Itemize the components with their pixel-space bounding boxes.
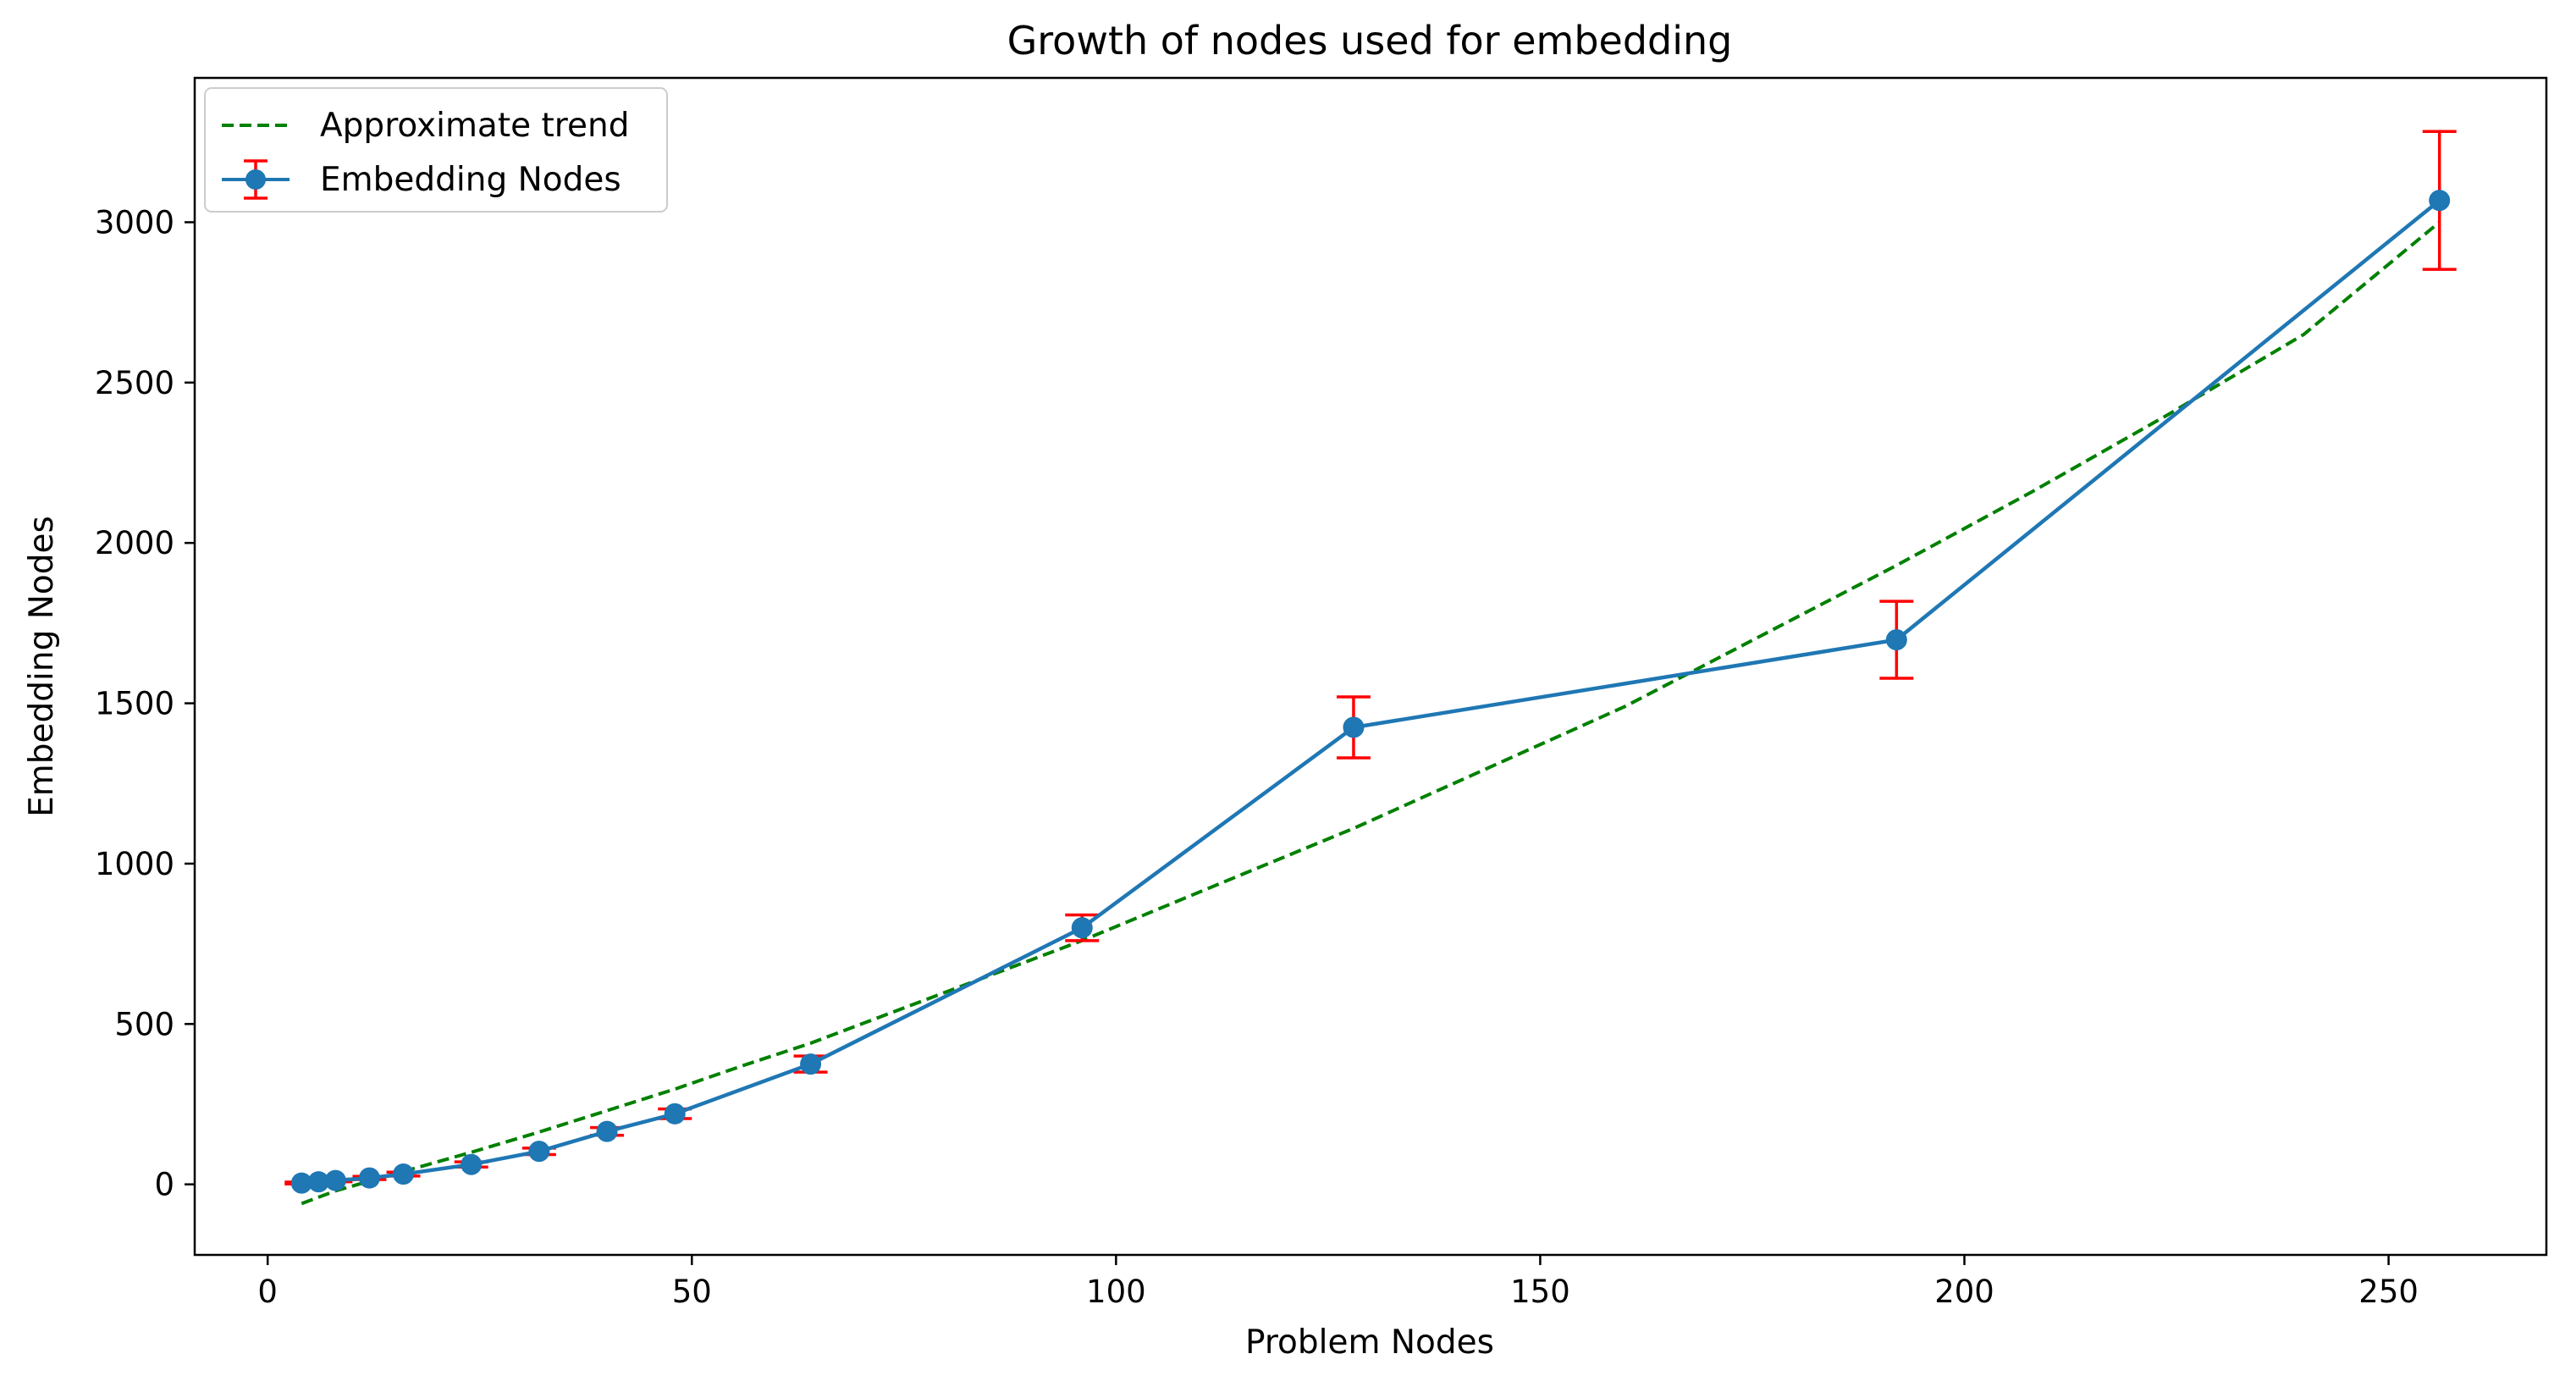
y-tick-label: 0 bbox=[154, 1167, 174, 1203]
x-tick-label: 50 bbox=[672, 1274, 712, 1310]
x-tick-label: 200 bbox=[1934, 1274, 1994, 1310]
y-tick-label: 500 bbox=[114, 1006, 174, 1042]
y-axis-label: Embedding Nodes bbox=[23, 516, 61, 817]
x-axis: 0 50 100 150 200 250 bbox=[257, 1255, 2419, 1310]
x-axis-label: Problem Nodes bbox=[1245, 1323, 1494, 1362]
y-tick-label: 3000 bbox=[95, 204, 174, 240]
y-tick-label: 2500 bbox=[95, 365, 174, 401]
y-tick-label: 1500 bbox=[95, 686, 174, 722]
data-point bbox=[324, 1169, 346, 1191]
trend-line bbox=[301, 220, 2441, 1206]
data-point bbox=[528, 1141, 550, 1163]
data-point bbox=[307, 1171, 329, 1193]
legend: Approximate trend Embedding Nodes bbox=[204, 87, 668, 213]
data-point bbox=[1343, 716, 1365, 738]
y-axis: 0 500 1000 1500 2000 2500 3000 bbox=[95, 204, 195, 1203]
x-tick-label: 250 bbox=[2358, 1274, 2419, 1310]
data-point bbox=[358, 1167, 380, 1189]
legend-marker bbox=[245, 169, 266, 190]
data-point bbox=[800, 1053, 822, 1075]
legend-label-embedding: Embedding Nodes bbox=[320, 161, 621, 199]
plot-area bbox=[284, 130, 2457, 1206]
data-point bbox=[664, 1102, 686, 1125]
legend-box bbox=[204, 87, 668, 213]
data-point bbox=[2429, 190, 2451, 212]
y-tick-label: 1000 bbox=[95, 846, 174, 882]
data-point bbox=[596, 1120, 618, 1142]
x-tick-label: 150 bbox=[1510, 1274, 1570, 1310]
x-tick-label: 0 bbox=[257, 1274, 278, 1310]
x-tick-label: 100 bbox=[1086, 1274, 1146, 1310]
data-point bbox=[393, 1163, 415, 1185]
axes-frame bbox=[193, 76, 2548, 1257]
y-tick-label: 2000 bbox=[95, 525, 174, 561]
legend-label-trend: Approximate trend bbox=[320, 107, 629, 145]
data-point bbox=[461, 1153, 483, 1175]
data-point bbox=[290, 1172, 312, 1194]
chart-title: Growth of nodes used for embedding bbox=[1007, 18, 1733, 64]
data-point bbox=[1885, 629, 1907, 651]
data-point bbox=[1071, 917, 1093, 939]
